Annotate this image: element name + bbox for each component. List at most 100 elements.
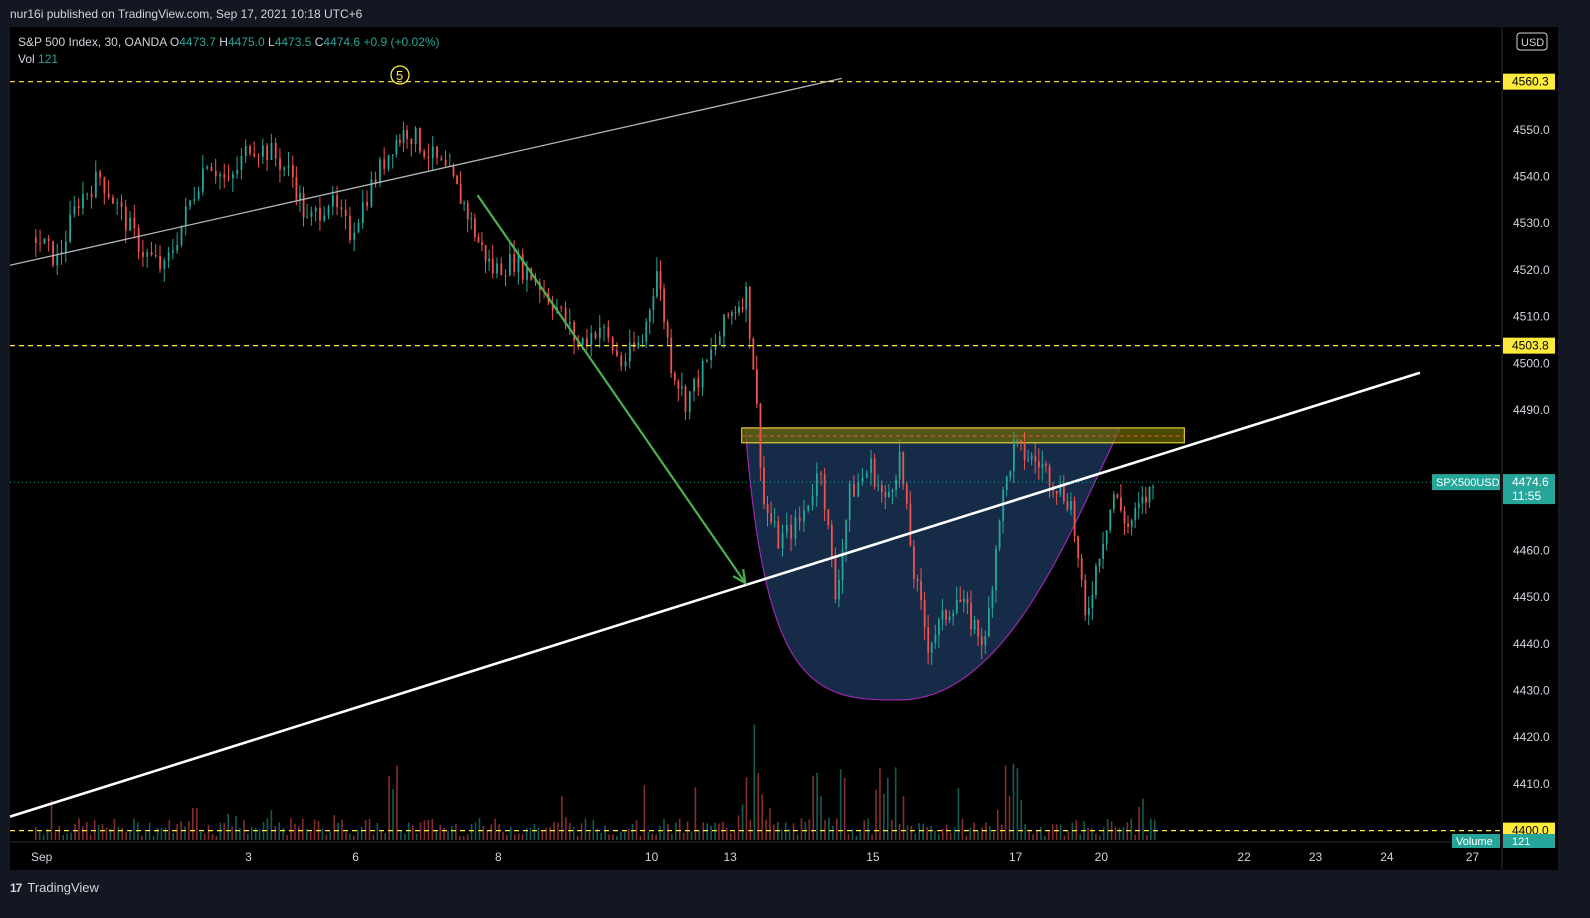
volume-bar	[537, 827, 540, 840]
candle-body	[845, 520, 848, 550]
volume-bar	[961, 818, 964, 840]
candle-body	[302, 192, 305, 218]
candle-body	[340, 207, 343, 210]
candle-body	[1012, 440, 1015, 472]
volume-bar	[341, 819, 343, 840]
candle-body	[1109, 509, 1112, 531]
candle-body	[146, 251, 149, 257]
candle-body	[391, 154, 394, 156]
candle-body	[1112, 494, 1115, 510]
volume-bar	[223, 823, 226, 840]
candle-body	[1123, 510, 1126, 524]
candle-body	[693, 378, 695, 392]
volume-bar	[718, 823, 720, 840]
candle-body	[620, 355, 623, 367]
candle-body	[274, 143, 277, 159]
candle-body	[781, 532, 784, 549]
candle-body	[1152, 486, 1155, 488]
volume-bar	[788, 828, 791, 840]
candle-body	[811, 496, 814, 506]
candle-body	[1048, 466, 1051, 487]
symbol-label[interactable]: S&P 500 Index, 30, OANDA	[18, 35, 167, 49]
candle-body	[820, 473, 823, 475]
candle-body	[283, 167, 286, 170]
volume-bar	[188, 821, 190, 840]
candle-body	[930, 642, 933, 653]
volume-bar	[50, 800, 53, 840]
candle-body	[299, 192, 301, 200]
volume-bar	[627, 828, 630, 840]
volume-bar	[89, 834, 92, 840]
volume-bar	[466, 834, 469, 840]
volume-bar	[812, 775, 814, 840]
candle-body	[344, 209, 347, 216]
volume-bar	[1024, 823, 1027, 840]
volume-bar	[894, 767, 897, 840]
volume-bar	[1036, 829, 1038, 840]
volume-bar	[459, 835, 461, 840]
candle-body	[913, 546, 915, 580]
y-tick-label: 4460.0	[1513, 543, 1550, 557]
candle-body	[902, 451, 905, 485]
candle-body	[1002, 489, 1005, 521]
candle-body	[959, 599, 962, 603]
candle-body	[1148, 486, 1151, 503]
candle-body	[436, 146, 438, 158]
candle-body	[1127, 523, 1130, 527]
volume-bar	[38, 831, 41, 840]
volume-bar	[227, 813, 229, 840]
candle-body	[1070, 501, 1072, 510]
volume-bar	[117, 827, 120, 840]
candle-body	[504, 275, 507, 277]
volume-bar	[97, 825, 100, 840]
candle-body	[189, 200, 191, 207]
candle-body	[1102, 543, 1105, 559]
candle-body	[923, 600, 926, 628]
volume-bar	[926, 826, 928, 840]
candle-body	[794, 517, 797, 539]
candle-body	[590, 332, 593, 346]
volume-bar	[949, 832, 952, 840]
candle-body	[564, 307, 567, 324]
candle-body	[319, 208, 321, 221]
candle-body	[681, 386, 683, 389]
volume-bar	[231, 826, 233, 840]
volume-bar	[859, 829, 862, 840]
candle-body	[456, 175, 458, 184]
volume-bar	[254, 827, 257, 840]
volume-bar	[816, 772, 818, 840]
candle-body	[898, 451, 901, 480]
volume-bar	[34, 827, 37, 840]
volume-value-label: 121	[1512, 836, 1530, 848]
candle-body	[738, 307, 740, 313]
candle-body	[641, 341, 644, 343]
candle-body	[891, 489, 894, 493]
cup-pattern	[744, 428, 1122, 701]
high-label: H	[219, 35, 228, 49]
volume-bar	[101, 824, 104, 840]
candle-body	[210, 166, 213, 171]
candle-body	[977, 620, 980, 637]
volume-bars	[34, 724, 1156, 840]
tradingview-logo-icon[interactable]: 17	[10, 880, 22, 895]
volume-bar	[533, 823, 536, 840]
volume-bar	[510, 826, 512, 840]
volume-bar	[572, 827, 575, 840]
candle-body	[399, 139, 401, 143]
volume-bar	[1055, 824, 1058, 840]
volume-bar	[886, 777, 889, 840]
tradingview-brand[interactable]: TradingView	[27, 880, 99, 895]
candle-body	[1087, 607, 1090, 616]
candle-body	[484, 245, 487, 262]
volume-bar	[513, 834, 516, 840]
candle-body	[56, 254, 59, 266]
volume-bar	[329, 831, 332, 840]
x-tick-label: Sep	[31, 850, 53, 864]
candle-body	[107, 193, 110, 198]
candle-body	[427, 156, 430, 159]
candle-body	[701, 361, 704, 388]
candle-body	[261, 145, 264, 157]
volume-value-badge	[1503, 834, 1555, 848]
candle-body	[167, 252, 170, 261]
